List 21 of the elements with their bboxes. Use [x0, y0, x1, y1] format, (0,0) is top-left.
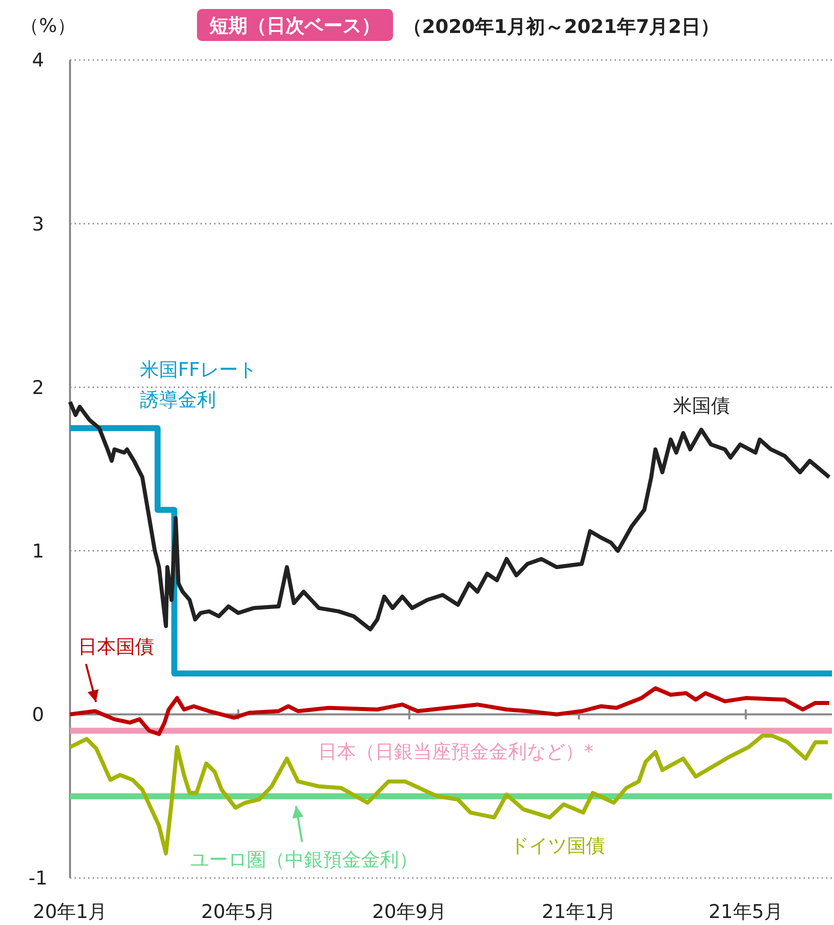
chart-subtitle: （2020年1月初～2021年7月2日） — [403, 16, 720, 38]
text: 日本国債 — [78, 636, 154, 658]
y-tick-label: -1 — [28, 868, 48, 890]
x-tick-label: 20年9月 — [372, 901, 446, 923]
y-tick-label: 0 — [32, 704, 44, 726]
series-label: 米国FFレート誘導金利 — [140, 359, 257, 411]
y-axis-title: （%） — [20, 15, 76, 37]
x-tick-label: 20年1月 — [32, 901, 108, 923]
series-label: ドイツ国債 — [510, 835, 605, 857]
line-series — [68, 686, 832, 736]
legend-label: ユーロ圏（中銀預金金利） — [190, 849, 418, 871]
x-tick-label: 21年1月 — [542, 901, 616, 923]
x-tick-label: 21年5月 — [708, 901, 783, 923]
y-tick-label: 4 — [32, 50, 44, 72]
y-tick-label: 1 — [32, 540, 44, 562]
chart-title: 短期（日次ベース） — [208, 15, 380, 37]
series-label: 米国債 — [673, 395, 730, 417]
y-tick-label: 3 — [32, 213, 44, 236]
y-tick-label: 2 — [32, 376, 44, 399]
x-tick-label: 20年5月 — [201, 901, 276, 923]
series-label: 日本（日銀当座預金金利など）* — [318, 741, 594, 763]
